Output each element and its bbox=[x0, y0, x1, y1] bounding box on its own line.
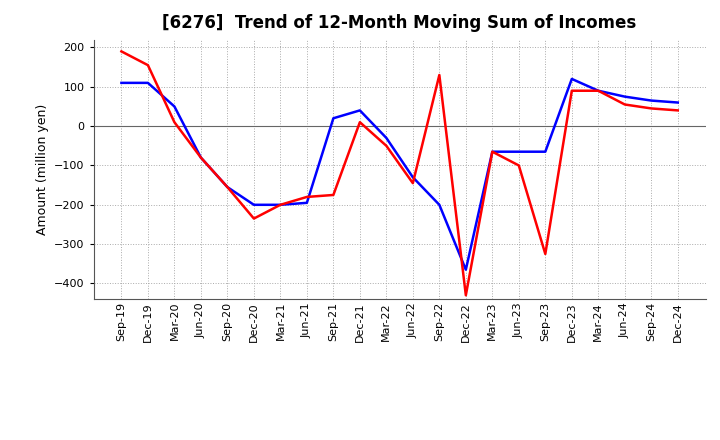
Net Income bbox=[143, 62, 152, 68]
Ordinary Income bbox=[621, 94, 629, 99]
Net Income bbox=[302, 194, 311, 200]
Net Income bbox=[382, 143, 391, 148]
Net Income bbox=[435, 72, 444, 77]
Net Income bbox=[621, 102, 629, 107]
Ordinary Income bbox=[223, 184, 232, 190]
Ordinary Income bbox=[329, 116, 338, 121]
Net Income bbox=[647, 106, 656, 111]
Title: [6276]  Trend of 12-Month Moving Sum of Incomes: [6276] Trend of 12-Month Moving Sum of I… bbox=[163, 15, 636, 33]
Net Income bbox=[250, 216, 258, 221]
Ordinary Income bbox=[488, 149, 497, 154]
Net Income bbox=[223, 184, 232, 190]
Ordinary Income bbox=[143, 80, 152, 85]
Net Income bbox=[515, 163, 523, 168]
Net Income bbox=[594, 88, 603, 93]
Ordinary Income bbox=[435, 202, 444, 207]
Net Income bbox=[408, 180, 417, 186]
Ordinary Income bbox=[170, 104, 179, 109]
Line: Net Income: Net Income bbox=[122, 51, 678, 295]
Ordinary Income bbox=[515, 149, 523, 154]
Net Income bbox=[170, 120, 179, 125]
Net Income bbox=[488, 149, 497, 154]
Ordinary Income bbox=[302, 200, 311, 205]
Net Income bbox=[673, 108, 682, 113]
Ordinary Income bbox=[356, 108, 364, 113]
Line: Ordinary Income: Ordinary Income bbox=[122, 79, 678, 270]
Net Income bbox=[329, 192, 338, 198]
Ordinary Income bbox=[647, 98, 656, 103]
Ordinary Income bbox=[250, 202, 258, 207]
Ordinary Income bbox=[276, 202, 284, 207]
Ordinary Income bbox=[567, 76, 576, 81]
Ordinary Income bbox=[408, 175, 417, 180]
Ordinary Income bbox=[117, 80, 126, 85]
Net Income bbox=[197, 155, 205, 160]
Net Income bbox=[356, 120, 364, 125]
Ordinary Income bbox=[541, 149, 549, 154]
Ordinary Income bbox=[594, 88, 603, 93]
Ordinary Income bbox=[462, 267, 470, 272]
Ordinary Income bbox=[673, 100, 682, 105]
Net Income bbox=[567, 88, 576, 93]
Net Income bbox=[117, 49, 126, 54]
Y-axis label: Amount (million yen): Amount (million yen) bbox=[35, 104, 48, 235]
Ordinary Income bbox=[197, 155, 205, 160]
Net Income bbox=[462, 293, 470, 298]
Ordinary Income bbox=[382, 135, 391, 140]
Net Income bbox=[541, 251, 549, 257]
Net Income bbox=[276, 202, 284, 207]
